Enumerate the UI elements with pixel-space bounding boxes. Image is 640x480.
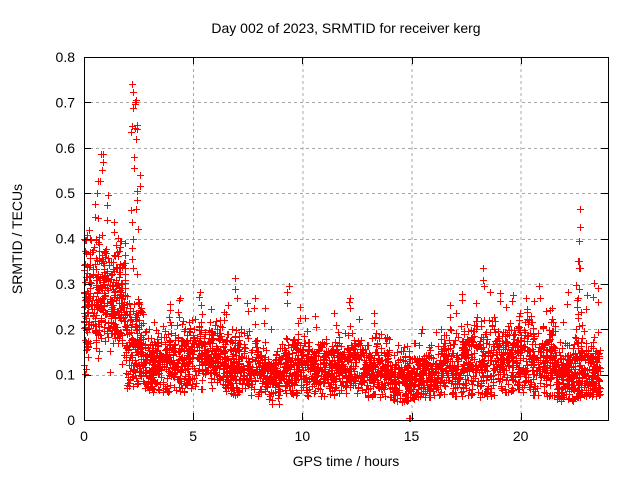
x-tick-label: 10 <box>295 428 311 444</box>
y-tick-label: 0.7 <box>56 94 76 110</box>
y-tick-label: 0.2 <box>56 321 76 337</box>
y-tick-label: 0.6 <box>56 140 76 156</box>
data-points-layer <box>81 81 604 422</box>
y-tick-label: 0.8 <box>56 49 76 65</box>
y-tick-label: 0 <box>67 412 75 428</box>
scatter-series-markers <box>81 81 604 422</box>
y-tick-label: 0.1 <box>56 367 76 383</box>
x-tick-label: 0 <box>80 428 88 444</box>
y-tick-label: 0.3 <box>56 276 76 292</box>
axes-and-ticks <box>84 57 609 421</box>
x-tick-label: 20 <box>513 428 529 444</box>
y-tick-label: 0.4 <box>56 231 76 247</box>
tick-labels: 0 5 10 15 20 0 0.1 0.2 0.3 0.4 0.5 0.6 0.7 0.8 <box>56 49 529 444</box>
x-tick-label: 15 <box>404 428 420 444</box>
x-tick-label: 5 <box>189 428 197 444</box>
y-tick-label: 0.5 <box>56 185 76 201</box>
chart-title: Day 002 of 2023, SRMTID for receiver ker… <box>211 20 481 36</box>
x-axis-label: GPS time / hours <box>292 453 400 469</box>
